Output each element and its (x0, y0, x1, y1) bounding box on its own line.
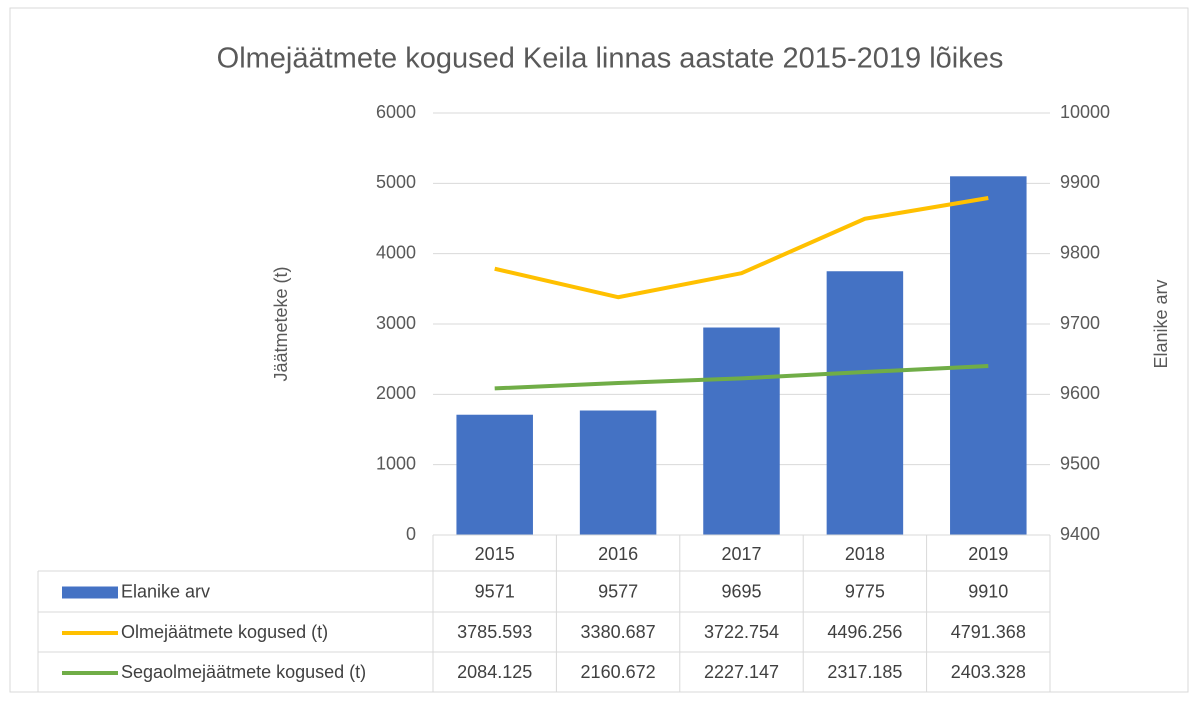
bar (950, 176, 1027, 536)
legend-label: Olmejäätmete kogused (t) (121, 622, 328, 642)
table-value: 4791.368 (951, 622, 1026, 642)
table-value: 9910 (968, 581, 1008, 601)
table-value: 4496.256 (827, 622, 902, 642)
table-value: 3785.593 (457, 622, 532, 642)
y-tick-label: 3000 (376, 313, 416, 333)
bar (579, 410, 657, 535)
chart-title: Olmejäätmete kogused Keila linnas aastat… (217, 43, 1004, 75)
y-tick-label: 2000 (376, 383, 416, 403)
table-value: 2084.125 (457, 662, 532, 682)
table-value: 3722.754 (704, 622, 779, 642)
y-tick-label: 4000 (376, 242, 416, 262)
x-tick-label: 2017 (721, 544, 761, 564)
legend-label: Elanike arv (121, 581, 210, 601)
bar (456, 414, 533, 535)
table-value: 2317.185 (827, 662, 902, 682)
y-tick-label: 6000 (376, 102, 416, 122)
y-tick-label: 5000 (376, 172, 416, 192)
table-value: 9695 (721, 581, 761, 601)
legend-key (62, 586, 118, 599)
x-tick-label: 2015 (475, 544, 515, 564)
x-tick-label: 2016 (598, 544, 638, 564)
y2-tick-label: 9400 (1060, 524, 1100, 544)
bar (703, 327, 780, 535)
y2-axis-title: Elanike arv (1151, 279, 1171, 368)
y2-tick-label: 9500 (1060, 453, 1100, 473)
line (494, 196, 989, 300)
legend-label: Segaolmejäätmete kogused (t) (121, 662, 366, 682)
y2-tick-label: 9700 (1060, 313, 1100, 333)
y2-tick-label: 9600 (1060, 383, 1100, 403)
table-value: 2227.147 (704, 662, 779, 682)
y-axis-title: Jäätmeteke (t) (271, 266, 291, 381)
table-value: 2403.328 (951, 662, 1026, 682)
table-value: 3380.687 (581, 622, 656, 642)
table-value: 2160.672 (581, 662, 656, 682)
y-tick-label: 0 (406, 524, 416, 544)
table-value: 9577 (598, 581, 638, 601)
y2-tick-label: 9800 (1060, 242, 1100, 262)
bar (826, 271, 904, 535)
x-tick-label: 2019 (968, 544, 1008, 564)
table-value: 9571 (475, 581, 515, 601)
table-value: 9775 (845, 581, 885, 601)
line (494, 363, 989, 391)
y2-tick-label: 9900 (1060, 172, 1100, 192)
y2-tick-label: 10000 (1060, 102, 1110, 122)
x-tick-label: 2018 (845, 544, 885, 564)
y-tick-label: 1000 (376, 453, 416, 473)
